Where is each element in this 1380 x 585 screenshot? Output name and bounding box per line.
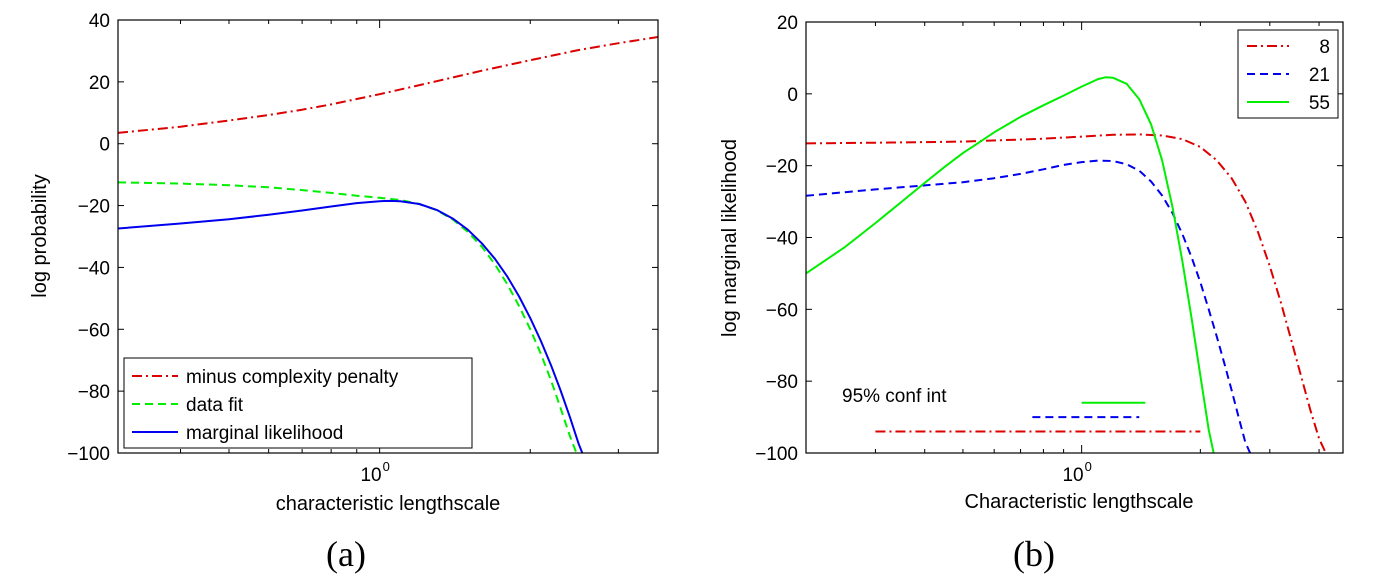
y-tick-label-a: 0 (99, 135, 110, 156)
legend-box-a (123, 357, 473, 449)
legend-label-data-fit: data fit (186, 395, 244, 416)
legend-label-21: 21 (1309, 65, 1330, 86)
x-tick-label-b: 10 (1062, 465, 1083, 486)
x-axis-label-b: Characteristic lengthscale (965, 491, 1194, 513)
axes-frame-b (805, 21, 1344, 454)
y-tick-label-a: −100 (67, 444, 110, 465)
y-axis-label-b: log marginal likelihood (719, 139, 741, 337)
series-line-a-2 (118, 199, 584, 453)
y-tick-label-b: −20 (766, 157, 798, 178)
legend-label-55: 55 (1309, 93, 1330, 114)
legend-b: 8 21 55 (1237, 29, 1339, 119)
y-tick-label-a: −40 (78, 258, 110, 279)
y-tick-label-b: −40 (766, 229, 798, 250)
y-tick-label-a: −20 (78, 197, 110, 218)
series-line-b-2 (806, 76, 1215, 453)
y-tick-label-b: −80 (766, 372, 798, 393)
y-tick-label-b: −60 (766, 300, 798, 321)
conf-interval-annotation: 95% conf int (842, 386, 947, 407)
x-axis-label-a: characteristic lengthscale (276, 493, 501, 515)
series-line-a-0 (118, 36, 658, 134)
x-tick-exponent-a: 0 (383, 459, 390, 474)
legend-label-penalty: minus complexity penalty (186, 367, 399, 388)
conf-interval-group-b (875, 401, 1201, 433)
axes-frame-a (117, 19, 659, 454)
y-tick-label-b: −100 (755, 444, 798, 465)
legend-label-marginal: marginal likelihood (186, 423, 343, 444)
caption-a: (a) (326, 534, 366, 574)
y-tick-label-b: 0 (787, 85, 798, 106)
y-tick-label-a: −60 (78, 320, 110, 341)
y-tick-label-a: 40 (89, 11, 110, 32)
legend-label-8: 8 (1319, 37, 1330, 58)
caption-b: (b) (1013, 534, 1055, 574)
y-tick-label-a: −80 (78, 382, 110, 403)
y-axis-label-a: log probability (29, 174, 51, 297)
series-group-a (118, 36, 658, 453)
y-tick-label-a: 20 (89, 73, 110, 94)
x-tick-label-a: 10 (360, 465, 381, 486)
x-tick-exponent-b: 0 (1085, 459, 1092, 474)
legend-a: minus complexity penalty data fit margin… (123, 357, 473, 449)
series-group-b (806, 76, 1327, 453)
y-tick-label-b: 20 (777, 13, 798, 34)
series-line-b-1 (806, 159, 1252, 453)
